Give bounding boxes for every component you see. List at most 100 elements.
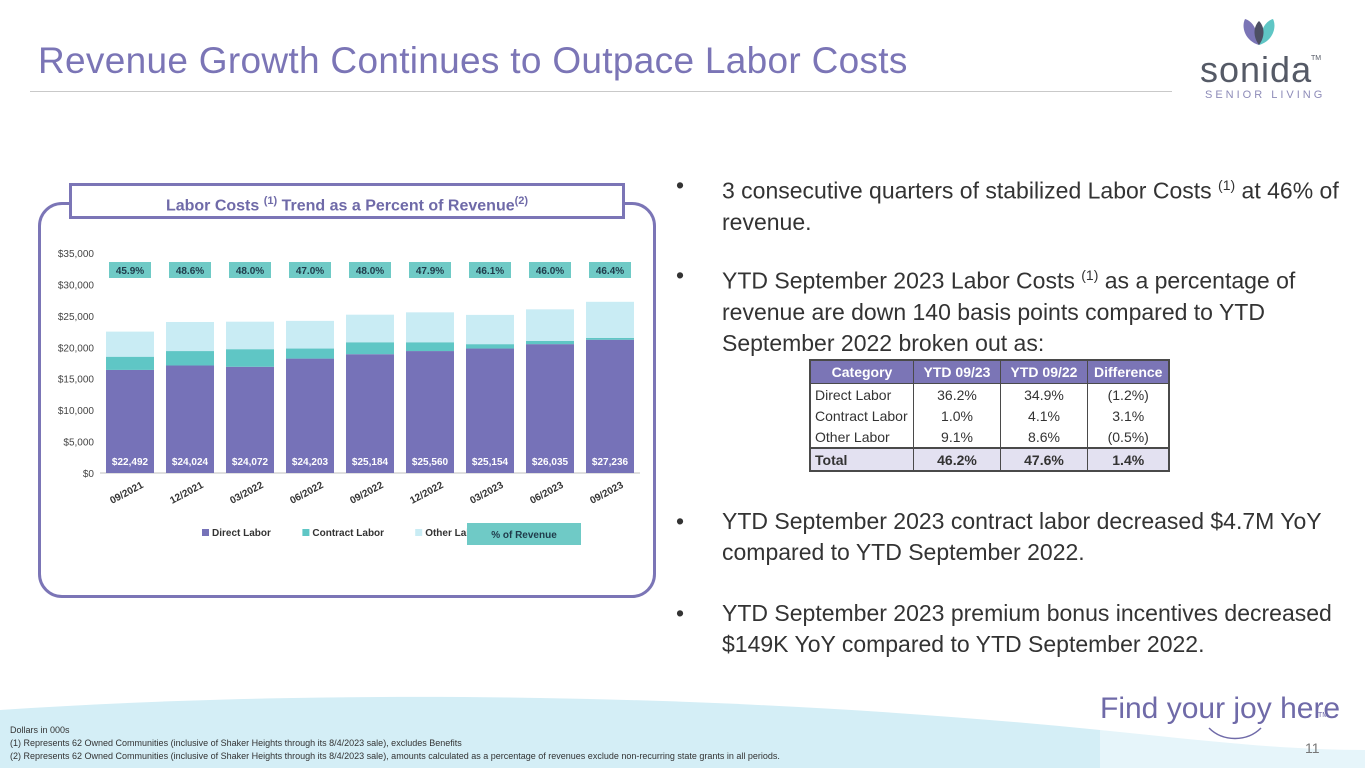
bar-segment-contract-labor xyxy=(226,349,274,367)
percent-of-revenue-label: 47.9% xyxy=(416,266,444,277)
slogan: Find your joy here xyxy=(1100,692,1341,725)
page-number: 11 xyxy=(1305,740,1320,756)
bar-segment-other-labor xyxy=(286,320,334,349)
percent-badge xyxy=(589,262,631,278)
percent-badge xyxy=(469,262,511,278)
bar-segment-contract-labor xyxy=(346,342,394,355)
labor-cost-chart: $0 $5,000 $10,000 $15,000 $20,000 $25,000 $30,… xyxy=(58,249,640,545)
chart-title: Labor Costs (1) Trend as a Percent of Re… xyxy=(69,183,625,219)
bar-segment-other-labor xyxy=(586,301,634,338)
table-cell: 1.0% xyxy=(913,405,1001,426)
bar-segment-other-labor xyxy=(526,309,574,341)
x-tick-label: 03/2023 xyxy=(468,480,505,507)
x-tick-label: 12/2022 xyxy=(408,480,445,507)
bullet-marker: • xyxy=(676,508,685,534)
table-header-cell: YTD 09/22 xyxy=(1000,359,1088,384)
table-row: Other Labor 9.1% 8.6% (0.5%) xyxy=(809,426,1170,448)
footnote-1: (1) Represents 62 Owned Communities (inc… xyxy=(10,738,462,748)
bar-segment-contract-labor xyxy=(586,337,634,340)
bar-segment-contract-labor xyxy=(406,342,454,352)
table-cell: Total xyxy=(809,447,914,472)
table-cell: 47.6% xyxy=(1000,447,1088,472)
chart-title-sup1: (1) xyxy=(263,195,278,207)
y-tick-label: $30,000 xyxy=(58,280,95,291)
chart-title-part1: Labor Costs xyxy=(165,197,264,215)
percent-of-revenue-label: 46.4% xyxy=(596,266,624,277)
logo-tagline: SENIOR LIVING xyxy=(1205,89,1326,101)
table-row: Contract Labor 1.0% 4.1% 3.1% xyxy=(809,405,1170,426)
percent-of-revenue-label: 48.6% xyxy=(176,266,204,277)
bar-segment-contract-labor xyxy=(466,344,514,349)
table-cell: Direct Labor xyxy=(809,383,914,405)
table-cell: 9.1% xyxy=(913,426,1001,448)
table-cell: Contract Labor xyxy=(809,405,914,426)
table-cell: Other Labor xyxy=(809,426,914,448)
table-total-row: Total 46.2% 47.6% 1.4% xyxy=(809,447,1170,472)
bar-segment-direct-labor xyxy=(346,354,394,473)
footnote-2: (2) Represents 62 Owned Communities (inc… xyxy=(10,751,780,761)
butterfly-icon xyxy=(1243,19,1275,45)
company-logo: sonida TM SENIOR LIVING xyxy=(1195,15,1330,105)
bullet-text: YTD September 2023 premium bonus incenti… xyxy=(722,600,1332,657)
table-cell: 3.1% xyxy=(1087,405,1170,426)
table-cell: (0.5%) xyxy=(1087,426,1170,448)
bullet-text: YTD September 2023 Labor Costs xyxy=(722,267,1082,294)
bar-segment-other-labor xyxy=(346,314,394,343)
bar-segment-direct-labor xyxy=(466,348,514,473)
bar-total-label: $24,203 xyxy=(292,457,329,468)
percent-badge xyxy=(349,262,391,278)
logo-trademark: TM xyxy=(1311,55,1322,62)
bullet-sup: (1) xyxy=(1081,267,1099,283)
y-tick-label: $10,000 xyxy=(58,406,95,417)
table-cell: (1.2%) xyxy=(1087,383,1170,405)
table-cell: 8.6% xyxy=(1000,426,1088,448)
y-tick-label: $0 xyxy=(83,469,95,480)
legend-label: Other Labor xyxy=(425,528,482,539)
percent-badge xyxy=(229,262,271,278)
percent-of-revenue-label: 47.0% xyxy=(296,266,324,277)
bar-segment-direct-labor xyxy=(406,351,454,473)
x-tick-label: 09/2023 xyxy=(588,480,625,507)
percent-of-revenue-label: 45.9% xyxy=(116,266,144,277)
table-cell: 1.4% xyxy=(1087,447,1170,472)
table-cell: 4.1% xyxy=(1000,405,1088,426)
table-header-cell: Category xyxy=(809,359,914,384)
bar-segment-direct-labor xyxy=(226,366,274,473)
x-tick-label: 03/2022 xyxy=(228,480,265,507)
bullet-marker: • xyxy=(676,172,685,198)
bar-total-label: $25,560 xyxy=(412,457,449,468)
bar-segment-direct-labor xyxy=(286,358,334,473)
bar-segment-other-labor xyxy=(226,321,274,350)
percent-badge xyxy=(409,262,451,278)
table-row: Direct Labor 36.2% 34.9% (1.2%) xyxy=(809,383,1170,405)
bar-segment-contract-labor xyxy=(286,348,334,359)
bar-segment-other-labor xyxy=(466,314,514,345)
bar-segment-other-labor xyxy=(406,312,454,343)
smile-swoosh-icon xyxy=(1208,727,1262,740)
bullet-sup: (1) xyxy=(1218,177,1236,193)
bullet-text-after: at 46% of revenue. xyxy=(722,177,1339,235)
percent-of-revenue-label: 48.0% xyxy=(236,266,264,277)
percent-badge xyxy=(169,262,211,278)
bullet-marker: • xyxy=(676,600,685,626)
labor-breakdown-table: Category YTD 09/23 YTD 09/22 Difference … xyxy=(809,359,1171,472)
table-cell: 46.2% xyxy=(913,447,1001,472)
x-tick-label: 09/2022 xyxy=(348,480,385,507)
legend-percent-label: % of Revenue xyxy=(491,530,557,541)
table-cell: 36.2% xyxy=(913,383,1001,405)
x-tick-label: 06/2022 xyxy=(288,480,325,507)
percent-of-revenue-label: 48.0% xyxy=(356,266,384,277)
bullet-text: YTD September 2023 contract labor decrea… xyxy=(722,508,1322,565)
bar-segment-other-labor xyxy=(106,331,154,357)
footnote-units: Dollars in 000s xyxy=(10,725,70,735)
x-tick-label: 12/2021 xyxy=(168,480,205,507)
y-tick-label: $15,000 xyxy=(58,375,95,386)
y-tick-label: $35,000 xyxy=(58,249,95,260)
title-divider xyxy=(30,91,1172,92)
bar-segment-contract-labor xyxy=(166,351,214,366)
x-tick-label: 09/2021 xyxy=(108,480,145,507)
bar-total-label: $24,072 xyxy=(232,457,269,468)
percent-badge xyxy=(529,262,571,278)
y-tick-label: $25,000 xyxy=(58,312,95,323)
y-tick-label: $5,000 xyxy=(63,438,94,449)
